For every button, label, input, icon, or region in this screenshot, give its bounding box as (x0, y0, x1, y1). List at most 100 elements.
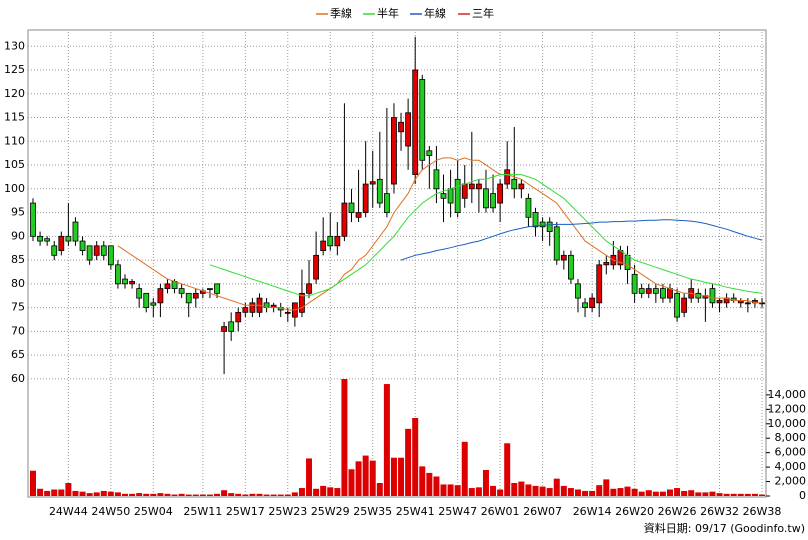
y2-tick-label: 4,000 (775, 460, 807, 473)
candle-body (369, 181, 376, 185)
volume-bar (454, 485, 461, 496)
volume-bar (334, 488, 341, 496)
volume-bar (730, 493, 737, 496)
candle-body (228, 321, 235, 332)
volume-bar (539, 486, 546, 496)
candle-body (511, 178, 518, 190)
candle-body (242, 307, 249, 313)
volume-bar (553, 478, 560, 496)
x-tick-label: 25W17 (226, 505, 265, 518)
volume-bar (86, 493, 93, 496)
volume-bar (383, 384, 390, 496)
legend-label: 年線 (424, 6, 446, 20)
y-tick-label: 110 (4, 134, 25, 147)
candle-body (652, 288, 659, 294)
volume-bar (284, 494, 291, 496)
volume-bar (263, 494, 270, 496)
candle-body (532, 212, 539, 228)
y2-tick-label: 8,000 (775, 431, 807, 444)
candle-body (568, 254, 574, 280)
volume-bar (235, 493, 242, 496)
candle-body (716, 300, 723, 304)
volume-bar (723, 493, 730, 496)
volume-bar (674, 488, 681, 496)
candle-body (405, 112, 412, 147)
volume-bar (560, 485, 567, 496)
candle-body (475, 183, 482, 190)
y-tick-label: 100 (4, 182, 25, 195)
volume-bar (567, 488, 574, 496)
ma-line (400, 219, 763, 261)
volume-bar (617, 488, 624, 496)
candle-body (412, 69, 419, 175)
candle-body (58, 235, 65, 251)
volume-bar (313, 488, 320, 496)
candle-body (221, 326, 227, 332)
volume-bar (631, 488, 638, 496)
candle-body (497, 183, 504, 204)
candle-body (433, 169, 440, 190)
volume-bar (369, 460, 376, 496)
volume-bar (624, 486, 631, 496)
volume-bar (405, 428, 412, 496)
candle-body (483, 188, 489, 209)
volume-bar (574, 489, 581, 496)
volume-bar (426, 472, 433, 496)
volume-bar (164, 493, 171, 496)
volume-bar (546, 488, 553, 496)
volume-bar (695, 492, 702, 496)
volume-bar (398, 457, 405, 496)
candle-body (107, 245, 114, 266)
volume-bar (136, 493, 143, 496)
candle-body (546, 221, 553, 232)
candle-body (376, 178, 383, 204)
candle-body (419, 79, 426, 161)
candle-body (426, 150, 433, 156)
volume-bar (341, 379, 348, 496)
footnote: 資料日期: 09/17 (Goodinfo.tw) (644, 521, 805, 535)
candle-body (596, 264, 603, 304)
plot-frame (27, 29, 767, 498)
candle-body (638, 288, 645, 294)
volume-bar (518, 481, 525, 496)
x-tick-label: 26W20 (615, 505, 654, 518)
volume-bar (716, 493, 723, 496)
candle-body (334, 235, 341, 247)
volume-bar (582, 490, 589, 496)
y2-tick-label: 2,000 (775, 475, 807, 488)
legend-label: 三年 (472, 6, 494, 20)
candle-body (65, 235, 72, 242)
candle-body (284, 311, 291, 314)
volume-bar (51, 489, 58, 496)
y2-tick-label: 10,000 (768, 417, 807, 430)
volume-bar (419, 466, 426, 496)
volume-bar (30, 470, 36, 496)
volume-bar (525, 484, 532, 496)
legend-label: 季線 (330, 6, 352, 20)
candle-body (86, 245, 93, 261)
candle-body (214, 283, 220, 294)
candle-body (383, 193, 390, 213)
candle-body (327, 235, 334, 247)
volume-bar (228, 493, 235, 496)
x-tick-label: 25W47 (438, 505, 477, 518)
volume-bar (482, 470, 489, 496)
candle-body (468, 183, 475, 190)
candle-body (306, 283, 312, 294)
volume-bar (206, 494, 213, 496)
volume-bar (589, 490, 596, 496)
volume-bar (327, 487, 334, 496)
volume-bar (709, 491, 716, 496)
x-tick-label: 26W26 (658, 505, 697, 518)
volume-bar (447, 484, 454, 496)
candle-body (631, 273, 638, 294)
y-tick-label: 95 (11, 206, 25, 219)
volume-bar (744, 493, 751, 496)
candle-body (674, 292, 680, 318)
candle-body (320, 240, 327, 251)
ma-line (117, 157, 762, 311)
volume-bar (277, 494, 284, 496)
y2-tick-label: 12,000 (768, 402, 807, 415)
y-tick-label: 80 (11, 277, 25, 290)
